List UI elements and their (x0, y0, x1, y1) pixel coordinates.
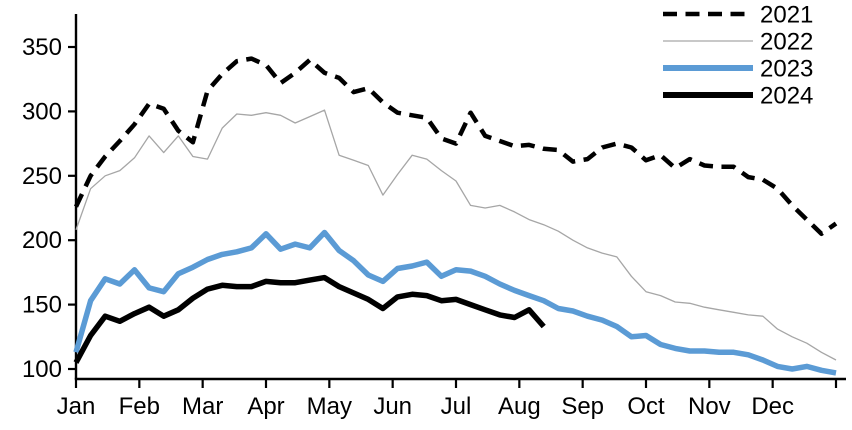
x-tick-label-Sep: Sep (561, 393, 604, 420)
x-tick-label-Oct: Oct (627, 393, 665, 420)
series-line-2021 (73, 56, 838, 237)
legend-label-2021: 2021 (760, 2, 813, 29)
y-tick-label-150: 150 (22, 292, 62, 319)
x-tick-label-Jul: Jul (441, 393, 472, 420)
legend-label-2022: 2022 (760, 29, 813, 56)
x-tick-label-Apr: Apr (247, 393, 284, 420)
series-line-2022 (75, 109, 837, 361)
x-tick-label-Aug: Aug (498, 393, 541, 420)
x-tick-label-Dec: Dec (751, 393, 794, 420)
legend-label-2023: 2023 (760, 56, 813, 83)
series-line-2023 (73, 229, 837, 376)
x-tick-label-Mar: Mar (182, 393, 223, 420)
y-tick-label-300: 300 (22, 98, 62, 125)
legend-item-2024: 2024 (663, 83, 813, 110)
y-tick-label-200: 200 (22, 227, 62, 254)
series-line-2024 (73, 274, 546, 364)
legend-label-2024: 2024 (760, 83, 813, 110)
x-tick-label-May: May (307, 393, 352, 420)
legend-item-2023: 2023 (663, 56, 813, 83)
axes: 100 150 200 250 300 350 Jan Feb Mar Apr May Jun Jul A… (22, 14, 846, 420)
y-tick-label-250: 250 (22, 163, 62, 190)
x-tick-label-Jun: Jun (373, 393, 412, 420)
x-tick-label-Jan: Jan (57, 393, 96, 420)
x-tick-label-Feb: Feb (119, 393, 160, 420)
x-tick-label-Nov: Nov (688, 393, 731, 420)
y-tick-label-100: 100 (22, 356, 62, 383)
legend-item-2021: 2021 (663, 2, 813, 29)
legend-item-2022: 2022 (663, 29, 813, 56)
y-tick-label-350: 350 (22, 34, 62, 61)
